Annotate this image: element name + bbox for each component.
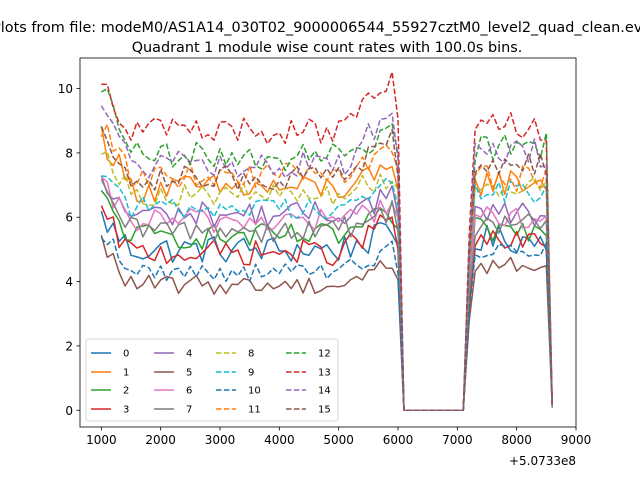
x-tick-label: 3000: [205, 433, 236, 447]
legend-label-10: 10: [248, 386, 261, 397]
series-layer: [100, 71, 554, 412]
series-line-4: [100, 175, 554, 412]
legend-label-3: 3: [123, 405, 129, 416]
x-tick-label: 7000: [442, 433, 473, 447]
legend-box: [85, 338, 339, 422]
legend-label-12: 12: [318, 349, 331, 360]
series-line-7: [100, 178, 554, 412]
legend-label-9: 9: [248, 368, 254, 379]
y-axis: 0 2 4 6 8 10: [58, 82, 80, 418]
x-tick-label: 1000: [86, 433, 117, 447]
legend-label-6: 6: [186, 386, 192, 397]
series-line-9: [101, 175, 554, 412]
x-tick-label: 2000: [145, 433, 176, 447]
plot-frame: [79, 57, 577, 428]
legend-label-13: 13: [318, 368, 331, 379]
y-tick-label: 4: [65, 275, 73, 289]
legend-label-11: 11: [248, 405, 261, 416]
series-line-13: [101, 71, 554, 412]
series-line-11: [100, 123, 554, 412]
legend-label-2: 2: [123, 386, 129, 397]
x-tick-label: 8000: [501, 433, 532, 447]
legend-label-0: 0: [123, 349, 129, 360]
legend-label-5: 5: [186, 368, 192, 379]
series-line-14: [100, 105, 554, 412]
x-offset-label: +5.0733e8: [509, 454, 576, 468]
chart-title: Quadrant 1 module wise count rates with …: [132, 40, 523, 56]
x-tick-label: 5000: [323, 433, 354, 447]
y-tick-label: 10: [58, 82, 73, 96]
legend-label-4: 4: [186, 349, 192, 360]
legend-label-7: 7: [186, 405, 192, 416]
y-tick-label: 0: [65, 404, 73, 418]
x-tick-label: 9000: [561, 433, 592, 447]
x-tick-label: 6000: [383, 433, 414, 447]
series-line-10: [100, 237, 554, 412]
legend-label-15: 15: [318, 405, 331, 416]
series-line-3: [100, 205, 554, 412]
series-line-8: [101, 150, 554, 412]
y-tick-label: 2: [65, 339, 73, 353]
y-tick-label: 6: [65, 211, 73, 225]
x-axis: 1000 2000 3000 4000 5000 6000 7000 8000 9000: [86, 427, 591, 447]
legend-label-8: 8: [248, 349, 254, 360]
x-tick-label: 4000: [264, 433, 295, 447]
legend-label-14: 14: [318, 386, 331, 397]
series-line-5: [100, 235, 554, 412]
y-tick-label: 8: [65, 146, 73, 160]
figure-suptitle: Plots from file: modeM0/AS1A14_030T02_90…: [0, 20, 640, 36]
series-line-12: [101, 88, 554, 412]
legend-label-1: 1: [123, 368, 129, 379]
